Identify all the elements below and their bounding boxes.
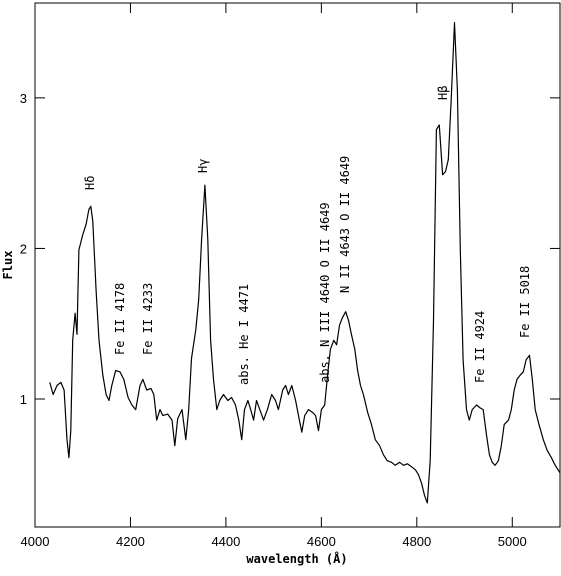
x-tick-label: 4600: [307, 534, 336, 549]
x-tick-label: 4200: [116, 534, 145, 549]
y-tick-label: 2: [20, 241, 27, 256]
x-tick-label: 4000: [21, 534, 50, 549]
line-annotation: Fe II 4233: [141, 283, 155, 355]
line-annotation: Fe II 4178: [113, 283, 127, 355]
line-annotation: abs. N III 4640 O II 4649: [318, 202, 332, 383]
line-annotation: abs. He I 4471: [237, 284, 251, 385]
x-axis-label: wavelength (Å): [246, 551, 347, 566]
line-annotation: N II 4643 O II 4649: [338, 156, 352, 293]
x-tick-label: 4800: [402, 534, 431, 549]
y-tick-label: 1: [20, 392, 27, 407]
line-annotation: Hδ: [83, 176, 97, 190]
y-tick-label: 3: [20, 91, 27, 106]
x-tick-label: 5000: [498, 534, 527, 549]
spectrum-line: [49, 22, 561, 504]
line-annotation: Fe II 5018: [518, 266, 532, 338]
x-tick-label: 4400: [211, 534, 240, 549]
line-annotation: Hβ: [436, 86, 450, 100]
plot-frame: [34, 2, 561, 528]
line-annotation: Fe II 4924: [473, 311, 487, 383]
line-annotation: Hγ: [196, 159, 210, 173]
y-axis-label: Flux: [1, 251, 15, 280]
